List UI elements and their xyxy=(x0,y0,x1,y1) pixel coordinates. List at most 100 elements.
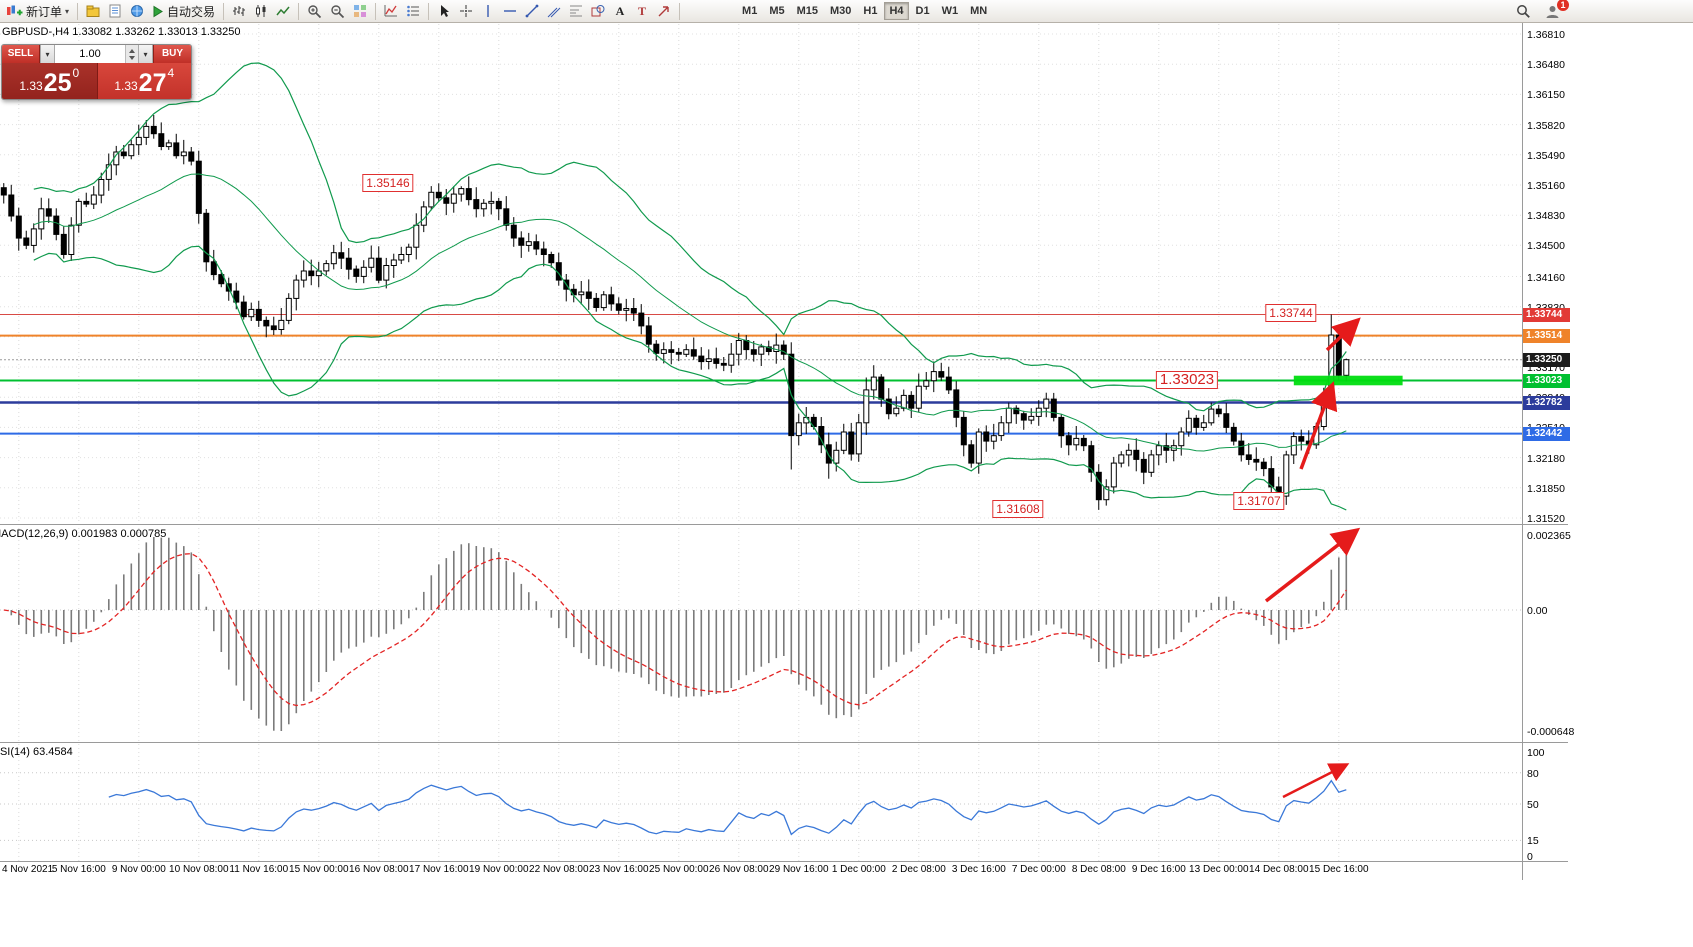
buy-button[interactable]: BUY xyxy=(153,45,191,63)
tile-windows-icon[interactable] xyxy=(349,1,371,21)
x-axis-label: 10 Nov 08:00 xyxy=(169,864,229,875)
ask-pips: 27 xyxy=(138,69,167,97)
zoom-in-icon[interactable] xyxy=(303,1,326,21)
crosshair-icon[interactable] xyxy=(455,1,477,21)
new-order-button[interactable]: 新订单 ▾ xyxy=(2,1,73,21)
candlestick-chart-icon[interactable] xyxy=(250,1,272,21)
indicator-scale-label: -0.000648 xyxy=(1527,726,1575,738)
timeframe-button-m30[interactable]: M30 xyxy=(830,5,852,17)
timeframe-button-m1[interactable]: M1 xyxy=(742,5,758,17)
arrow-tools-icon[interactable] xyxy=(653,1,675,21)
price-tag: 1.32782 xyxy=(1523,395,1570,410)
price-tag: 1.32442 xyxy=(1523,426,1570,441)
profiles-icon[interactable] xyxy=(104,1,126,21)
price-scale-label: 1.31520 xyxy=(1527,513,1565,525)
fibonacci-icon[interactable] xyxy=(565,1,587,21)
trade-panel-prices: 1.33 25 0 1.33 27 4 xyxy=(2,63,191,99)
channel-icon[interactable] xyxy=(543,1,565,21)
timeframe-button-d1[interactable]: D1 xyxy=(915,5,930,17)
x-axis-label: 14 Dec 08:00 xyxy=(1249,864,1309,875)
rsi-name: RSI(14) xyxy=(0,746,30,758)
bar-chart-icon[interactable] xyxy=(228,1,250,21)
account-icon[interactable]: 1 xyxy=(1541,0,1569,21)
line-chart-icon[interactable] xyxy=(272,1,294,21)
volume-up-icon[interactable] xyxy=(129,48,135,53)
price-scale-label: 1.34500 xyxy=(1527,240,1565,253)
macd-label: MACD(12,26,9) 0.001983 0.000785 xyxy=(0,528,166,540)
macd-name: MACD(12,26,9) xyxy=(0,528,69,540)
caret-down-icon[interactable]: ▾ xyxy=(40,45,55,63)
timeframe-button-m15[interactable]: M15 xyxy=(796,5,819,17)
indicator-scale-label: 80 xyxy=(1527,767,1539,780)
toolbar-separator xyxy=(298,2,300,20)
x-axis-label: 23 Nov 16:00 xyxy=(589,864,649,875)
x-axis-label: 29 Nov 16:00 xyxy=(769,864,829,875)
price-scale-label: 1.35820 xyxy=(1527,119,1565,132)
price-tag: 1.33023 xyxy=(1523,373,1570,388)
bollinger-lower-band xyxy=(33,245,1347,511)
timeframe-button-h4[interactable]: H4 xyxy=(884,2,909,20)
svg-text:T: T xyxy=(638,4,646,18)
templates-icon[interactable] xyxy=(82,1,104,21)
search-icon[interactable] xyxy=(1512,1,1535,21)
highlight-rectangle xyxy=(1293,375,1403,386)
x-axis-label: 8 Dec 08:00 xyxy=(1071,864,1126,875)
macd-trend-arrow xyxy=(1264,527,1361,603)
sell-button[interactable]: SELL xyxy=(2,45,40,63)
trendline-icon[interactable] xyxy=(521,1,543,21)
x-axis-label: 22 Nov 08:00 xyxy=(529,864,589,875)
x-axis-label: 3 Dec 16:00 xyxy=(951,864,1006,875)
rsi-line xyxy=(108,779,1347,836)
vertical-line-icon[interactable] xyxy=(477,1,499,21)
price-tag: 1.33744 xyxy=(1523,307,1570,322)
rsi-trend-arrow xyxy=(1282,763,1350,799)
caret-down-icon[interactable]: ▾ xyxy=(138,45,153,63)
text-icon[interactable]: A xyxy=(609,1,631,21)
zoom-out-icon[interactable] xyxy=(326,1,349,21)
timeframe-button-w1[interactable]: W1 xyxy=(941,5,959,17)
volume-field xyxy=(55,45,138,63)
x-axis-label: 25 Nov 00:00 xyxy=(649,864,709,875)
toolbar-separator xyxy=(77,2,79,20)
caret-down-icon: ▾ xyxy=(65,6,70,16)
autotrade-label: 自动交易 xyxy=(167,4,216,19)
x-axis-label: 9 Nov 00:00 xyxy=(111,864,166,875)
chart-info-line: GBPUSD-,H4 1.33082 1.33262 1.33013 1.332… xyxy=(2,26,241,38)
indicator-scale-label: 100 xyxy=(1527,747,1545,759)
sell-price-button[interactable]: 1.33 25 0 xyxy=(2,63,97,99)
rsi-value: 63.4584 xyxy=(32,746,73,758)
price-scale-label: 1.31850 xyxy=(1527,482,1565,495)
price-callout-label[interactable]: 1.35146 xyxy=(362,174,414,192)
trend-arrow xyxy=(1299,381,1338,470)
bid-frac: 0 xyxy=(72,66,80,80)
ask-frac: 4 xyxy=(167,66,175,80)
history-icon[interactable] xyxy=(126,1,148,21)
price-callout-label[interactable]: 1.31707 xyxy=(1233,492,1285,510)
indicators-icon[interactable] xyxy=(380,1,402,21)
label-icon[interactable]: T xyxy=(631,1,653,21)
bollinger-middle-band xyxy=(33,173,1347,452)
horizontal-line-icon[interactable] xyxy=(499,1,521,21)
x-axis-label: 2 Dec 08:00 xyxy=(891,864,946,875)
timeframe-button-m5[interactable]: M5 xyxy=(769,5,785,17)
price-callout-label[interactable]: 1.33023 xyxy=(1155,371,1219,389)
autotrade-button[interactable]: 自动交易 xyxy=(148,1,219,21)
timeframe-button-h1[interactable]: H1 xyxy=(863,5,878,17)
indicator-scale-label: 0 xyxy=(1527,851,1533,863)
price-callout-label[interactable]: 1.31608 xyxy=(992,500,1044,518)
toolbar-separator xyxy=(679,2,681,20)
objects-list-icon[interactable] xyxy=(402,1,424,21)
macd-histogram xyxy=(10,537,1348,731)
volume-down-icon[interactable] xyxy=(129,55,135,60)
toolbar-buttons: 新订单 ▾ 自动交易 A T M1 M5 M15 M30 H1 H4 D1 W1 MN xyxy=(2,0,993,22)
timeframe-button-mn[interactable]: MN xyxy=(970,5,988,17)
cursor-icon[interactable] xyxy=(433,1,455,21)
buy-price-button[interactable]: 1.33 27 4 xyxy=(96,63,191,99)
shapes-icon[interactable] xyxy=(587,1,609,21)
ask-head: 1.33 xyxy=(114,79,138,93)
price-callout-label[interactable]: 1.33744 xyxy=(1265,304,1317,322)
bid-head: 1.33 xyxy=(19,79,43,93)
volume-input[interactable] xyxy=(55,45,125,63)
